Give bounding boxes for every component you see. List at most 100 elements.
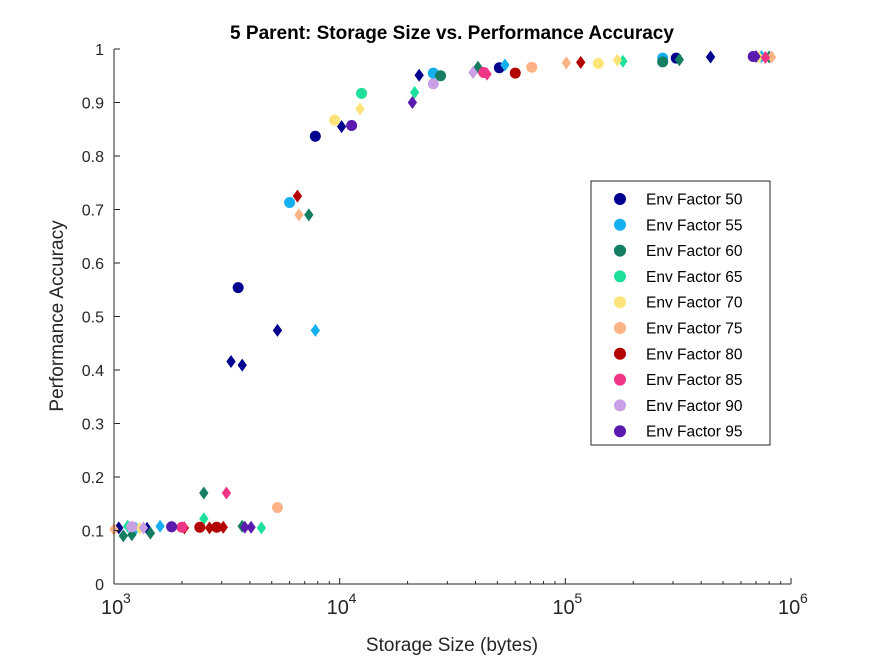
y-tick-label-1: 0.1: [82, 524, 104, 541]
marker-diamond-s5-3: [766, 50, 777, 64]
data-markers: [109, 49, 777, 543]
marker-circle-s4-0: [329, 114, 341, 126]
marker-diamond-s0-6: [414, 68, 424, 82]
y-tick-label-10: 1: [95, 42, 104, 59]
y-axis-label: Performance Accuracy: [47, 220, 68, 412]
marker-diamond-s3-3: [410, 85, 420, 99]
legend-marker-5: [614, 322, 626, 334]
marker-diamond-s0-0: [114, 521, 124, 535]
y-tick-label-3: 0.3: [82, 417, 104, 434]
marker-diamond-s0-3: [237, 358, 247, 372]
marker-circle-s6-2: [509, 67, 521, 79]
legend-label-0: Env Factor 50: [646, 192, 743, 209]
legend-marker-9: [614, 425, 626, 438]
legend-marker-8: [614, 399, 626, 412]
marker-diamond-s3-4: [618, 54, 628, 68]
legend-marker-3: [614, 270, 626, 283]
marker-circle-s1-0: [284, 197, 296, 209]
x-tick-label-1: 10: [327, 597, 349, 619]
marker-diamond-s6-3: [292, 189, 303, 203]
marker-diamond-s3-2: [256, 521, 267, 535]
marker-diamond-s9-2: [407, 96, 418, 109]
x-tick-label-3: 10: [778, 597, 800, 619]
legend-marker-2: [614, 244, 626, 257]
x-axis-label: Storage Size (bytes): [366, 635, 538, 656]
chart-title: 5 Parent: Storage Size vs. Performance A…: [230, 23, 674, 44]
y-tick-label-4: 0.4: [82, 363, 104, 380]
x-tick-label-0: 10: [101, 597, 123, 619]
legend-marker-6: [614, 347, 626, 360]
legend-label-3: Env Factor 65: [646, 269, 743, 286]
marker-circle-s6-1: [211, 521, 223, 533]
marker-diamond-s3-1: [199, 512, 209, 526]
marker-circle-s8-1: [427, 78, 439, 90]
marker-diamond-s1-2: [310, 323, 320, 337]
y-tick-label-5: 0.5: [82, 310, 104, 327]
marker-diamond-s2-2: [145, 526, 156, 540]
marker-diamond-s0-5: [336, 120, 347, 134]
legend-label-6: Env Factor 80: [646, 346, 743, 363]
marker-diamond-s6-1: [204, 521, 215, 535]
legend-label-4: Env Factor 70: [646, 295, 743, 312]
legend-label-2: Env Factor 60: [646, 243, 743, 260]
y-tick-label-0: 0: [95, 577, 104, 594]
marker-circle-s7-0: [176, 521, 188, 533]
marker-circle-s7-1: [478, 67, 490, 79]
marker-circle-s8-0: [126, 521, 138, 533]
marker-circle-s3-0: [356, 87, 368, 99]
legend-marker-1: [614, 218, 626, 231]
marker-diamond-s2-7: [674, 53, 685, 67]
marker-circle-s6-0: [194, 521, 206, 533]
marker-circle-s4-1: [592, 57, 604, 69]
marker-circle-s2-0: [435, 70, 447, 82]
legend-label-8: Env Factor 90: [646, 398, 743, 415]
y-tick-label-8: 0.8: [82, 149, 104, 166]
y-tick-label-2: 0.2: [82, 470, 104, 487]
marker-diamond-s0-4: [272, 323, 283, 337]
marker-diamond-s2-5: [304, 208, 314, 222]
y-tick-label-9: 0.9: [82, 96, 104, 113]
marker-diamond-s7-0: [221, 486, 232, 500]
x-tick-exp-1: 4: [349, 590, 357, 606]
marker-circle-s2-1: [657, 56, 669, 68]
marker-diamond-s8-0: [138, 521, 149, 535]
marker-diamond-s4-2: [612, 53, 623, 67]
marker-circle-s9-1: [346, 120, 358, 132]
marker-diamond-s2-0: [118, 529, 129, 543]
x-tick-exp-3: 6: [800, 590, 808, 606]
marker-diamond-s4-1: [355, 102, 365, 116]
marker-circle-s9-2: [747, 50, 759, 62]
legend-label-7: Env Factor 85: [646, 372, 743, 389]
marker-diamond-s1-1: [155, 519, 165, 533]
marker-diamond-s1-3: [500, 58, 510, 72]
marker-diamond-s0-2: [226, 354, 236, 368]
marker-diamond-s8-2: [468, 66, 478, 80]
marker-diamond-s9-0: [240, 520, 250, 534]
marker-circle-s9-0: [166, 521, 178, 533]
legend-marker-4: [614, 296, 626, 309]
x-tick-label-2: 10: [552, 597, 574, 619]
marker-diamond-s6-4: [576, 55, 586, 69]
marker-circle-s0-0: [232, 282, 244, 294]
marker-diamond-s9-1: [246, 520, 256, 534]
legend-label-5: Env Factor 75: [646, 321, 743, 338]
y-tick-label-7: 0.7: [82, 203, 104, 220]
marker-circle-s5-1: [526, 61, 538, 73]
marker-circle-s5-0: [271, 501, 283, 513]
marker-diamond-s5-2: [561, 56, 571, 70]
legend: Env Factor 50 Env Factor 55 Env Factor 60 E…: [590, 180, 771, 446]
marker-diamond-s7-2: [760, 51, 771, 65]
legend-label-1: Env Factor 55: [646, 217, 743, 234]
y-tick-label-6: 0.6: [82, 256, 104, 273]
marker-diamond-s0-7: [705, 50, 716, 64]
x-tick-exp-2: 5: [574, 590, 582, 606]
legend-marker-7: [614, 373, 626, 386]
legend-marker-0: [614, 193, 626, 205]
x-tick-exp-0: 3: [123, 590, 131, 606]
marker-diamond-s2-3: [199, 486, 209, 500]
legend-label-9: Env Factor 95: [646, 424, 743, 441]
marker-circle-s0-1: [309, 130, 321, 142]
marker-diamond-s5-1: [294, 208, 304, 222]
